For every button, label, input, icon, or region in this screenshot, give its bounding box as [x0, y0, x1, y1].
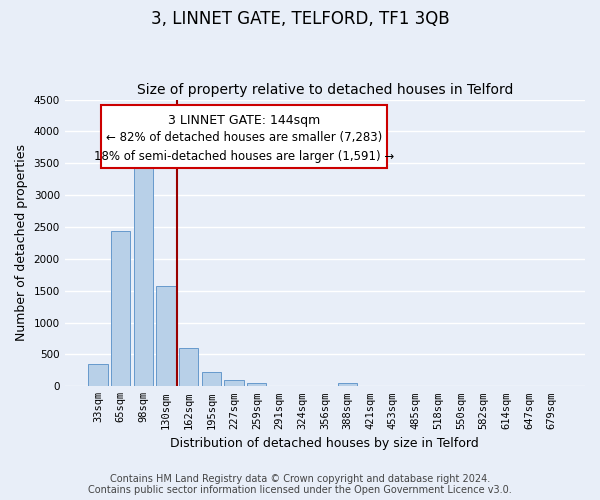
Text: ← 82% of detached houses are smaller (7,283): ← 82% of detached houses are smaller (7,… — [106, 131, 382, 144]
Text: 3, LINNET GATE, TELFORD, TF1 3QB: 3, LINNET GATE, TELFORD, TF1 3QB — [151, 10, 449, 28]
Bar — [179, 348, 199, 387]
Bar — [224, 380, 244, 386]
Bar — [202, 372, 221, 386]
Bar — [157, 286, 176, 386]
Title: Size of property relative to detached houses in Telford: Size of property relative to detached ho… — [137, 83, 513, 97]
Bar — [88, 364, 107, 386]
Text: Contains HM Land Registry data © Crown copyright and database right 2024.: Contains HM Land Registry data © Crown c… — [110, 474, 490, 484]
X-axis label: Distribution of detached houses by size in Telford: Distribution of detached houses by size … — [170, 437, 479, 450]
Bar — [247, 383, 266, 386]
FancyBboxPatch shape — [101, 106, 387, 168]
Bar — [338, 383, 357, 386]
Bar — [111, 232, 130, 386]
Y-axis label: Number of detached properties: Number of detached properties — [15, 144, 28, 342]
Text: Contains public sector information licensed under the Open Government Licence v3: Contains public sector information licen… — [88, 485, 512, 495]
Text: 18% of semi-detached houses are larger (1,591) →: 18% of semi-detached houses are larger (… — [94, 150, 394, 162]
Text: 3 LINNET GATE: 144sqm: 3 LINNET GATE: 144sqm — [168, 114, 320, 127]
Bar — [134, 157, 153, 386]
